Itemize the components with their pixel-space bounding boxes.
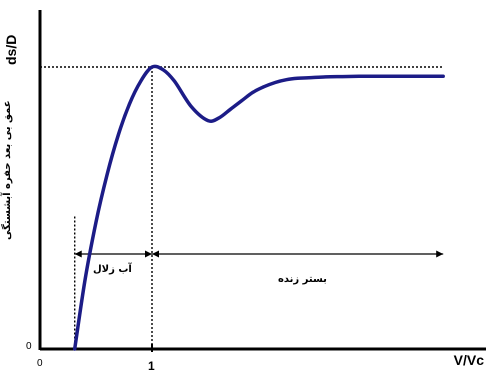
- x-tick-label-1: 1: [148, 359, 155, 373]
- scour-depth-curve: [72, 64, 445, 351]
- live-bed-arrow-head-left: [152, 250, 159, 258]
- y-tick-label-0: 0: [26, 341, 32, 352]
- live-bed-arrow-head-right: [436, 250, 444, 258]
- y-axis-label: ds/D: [3, 34, 19, 66]
- clear-water-arrow-head-right: [145, 250, 152, 258]
- x-tick-label-0: 0: [37, 358, 43, 369]
- clear-water-arrow-head-left: [74, 250, 82, 258]
- region-label-live-bed: بستر زنده: [278, 274, 327, 285]
- y-axis-sublabel: عمق بی بعد حفره آبشستگی: [2, 100, 13, 240]
- x-axis-label: V/Vc: [453, 352, 484, 368]
- region-label-clear-water: آب زلال: [93, 264, 132, 275]
- arrow-heads: [74, 250, 444, 258]
